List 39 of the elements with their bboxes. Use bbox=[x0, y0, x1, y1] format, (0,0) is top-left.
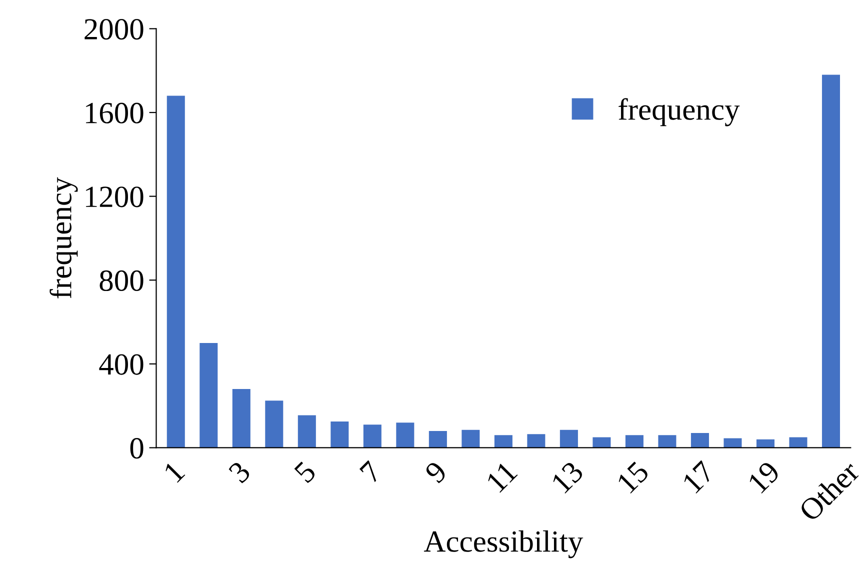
x-tick-label: 3 bbox=[228, 460, 252, 484]
bar bbox=[658, 435, 676, 448]
legend-label: frequency bbox=[618, 98, 740, 126]
bar bbox=[527, 434, 546, 448]
x-tick-label: 5 bbox=[294, 460, 317, 484]
x-tick-label: 15 bbox=[616, 460, 650, 494]
bar bbox=[625, 435, 644, 448]
bar bbox=[560, 430, 578, 448]
y-tick-label: 1200 bbox=[86, 186, 144, 208]
y-tick-label: 800 bbox=[100, 270, 144, 292]
bar bbox=[822, 74, 840, 448]
y-axis-title: frequency bbox=[50, 177, 78, 298]
bar bbox=[298, 415, 316, 448]
x-axis-title: Accessibility bbox=[424, 530, 584, 558]
bar bbox=[690, 433, 709, 448]
y-tick-label: 2000 bbox=[84, 18, 144, 40]
y-tick-label: 0 bbox=[130, 438, 144, 459]
bar bbox=[462, 430, 480, 448]
bar bbox=[200, 342, 218, 448]
bar bbox=[494, 435, 512, 448]
bar bbox=[789, 437, 808, 448]
bar bbox=[330, 422, 349, 448]
bar bbox=[265, 400, 284, 448]
x-tick-label: 11 bbox=[486, 460, 518, 493]
y-tick-label: 1600 bbox=[86, 102, 144, 124]
bar bbox=[232, 389, 250, 448]
x-tick-label: 7 bbox=[359, 460, 382, 484]
bar bbox=[724, 438, 742, 448]
bar bbox=[592, 437, 611, 448]
bar bbox=[166, 96, 185, 448]
bar bbox=[396, 422, 414, 448]
x-tick-label: 19 bbox=[747, 460, 781, 494]
bar bbox=[363, 424, 382, 448]
x-tick-label: 13 bbox=[550, 460, 584, 494]
x-tick-label: 1 bbox=[163, 460, 186, 483]
x-tick-label: 17 bbox=[682, 460, 716, 494]
y-tick-label: 400 bbox=[99, 354, 144, 375]
x-tick-label: 9 bbox=[424, 460, 448, 484]
bar bbox=[428, 430, 447, 448]
